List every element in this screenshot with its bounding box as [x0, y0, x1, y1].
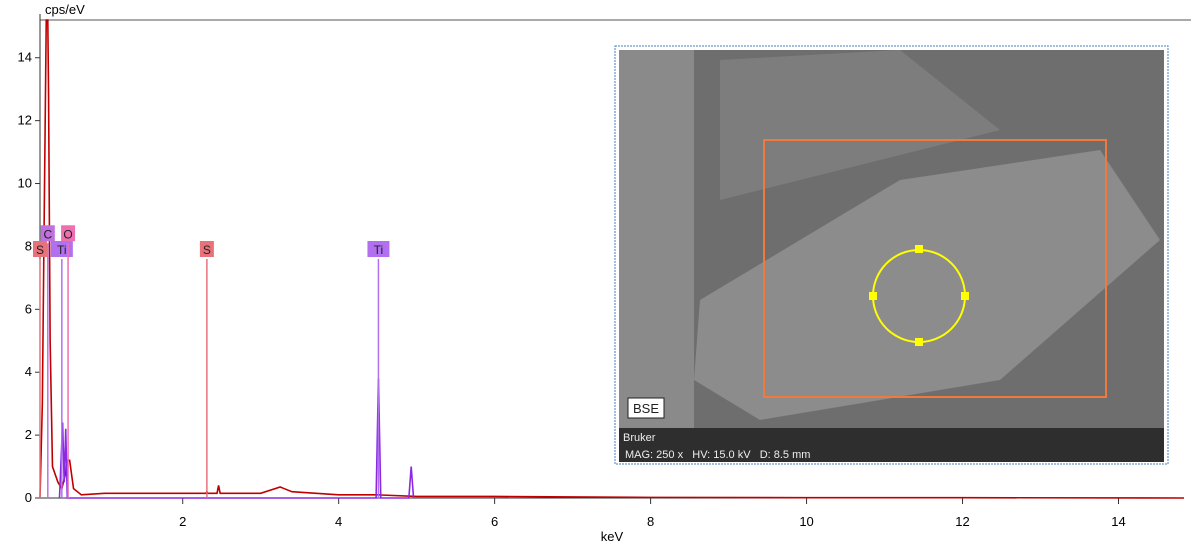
x-axis-label: keV: [601, 529, 624, 544]
y-tick-label: 10: [18, 176, 32, 191]
x-tick-label: 14: [1111, 514, 1125, 529]
element-label: S: [203, 243, 211, 257]
element-label: Ti: [57, 243, 67, 257]
vendor: Bruker: [623, 432, 656, 444]
y-tick-label: 14: [18, 50, 32, 65]
handle: [915, 245, 923, 253]
y-axis-label: cps/eV: [45, 2, 85, 17]
sem-inset: BSE Bruker MAG: 250 x HV: 15.0 kV D: 8.5…: [615, 46, 1168, 464]
element-label: S: [36, 243, 44, 257]
handle: [961, 292, 969, 300]
element-label: Ti: [374, 243, 384, 257]
y-tick-label: 12: [18, 113, 32, 128]
x-tick-label: 10: [799, 514, 813, 529]
x-tick-label: 12: [955, 514, 969, 529]
y-tick-label: 2: [25, 427, 32, 442]
y-tick-label: 0: [25, 490, 32, 505]
chart: cps/eV keV 024681012142468101214SCTiOSTi…: [0, 0, 1191, 546]
sem-scan-band: [619, 50, 694, 428]
badge: BSE: [633, 401, 659, 416]
handle: [915, 338, 923, 346]
x-tick-label: 8: [647, 514, 654, 529]
handle: [869, 292, 877, 300]
x-tick-label: 2: [179, 514, 186, 529]
y-tick-label: 8: [25, 238, 32, 253]
image-info: MAG: 250 x HV: 15.0 kV D: 8.5 mm: [625, 449, 810, 461]
x-tick-label: 6: [491, 514, 498, 529]
spectrum: [59, 379, 413, 499]
element-label: C: [43, 227, 52, 241]
element-label: O: [63, 227, 72, 241]
y-tick-label: 4: [25, 364, 32, 379]
y-tick-label: 6: [25, 301, 32, 316]
x-tick-label: 4: [335, 514, 342, 529]
